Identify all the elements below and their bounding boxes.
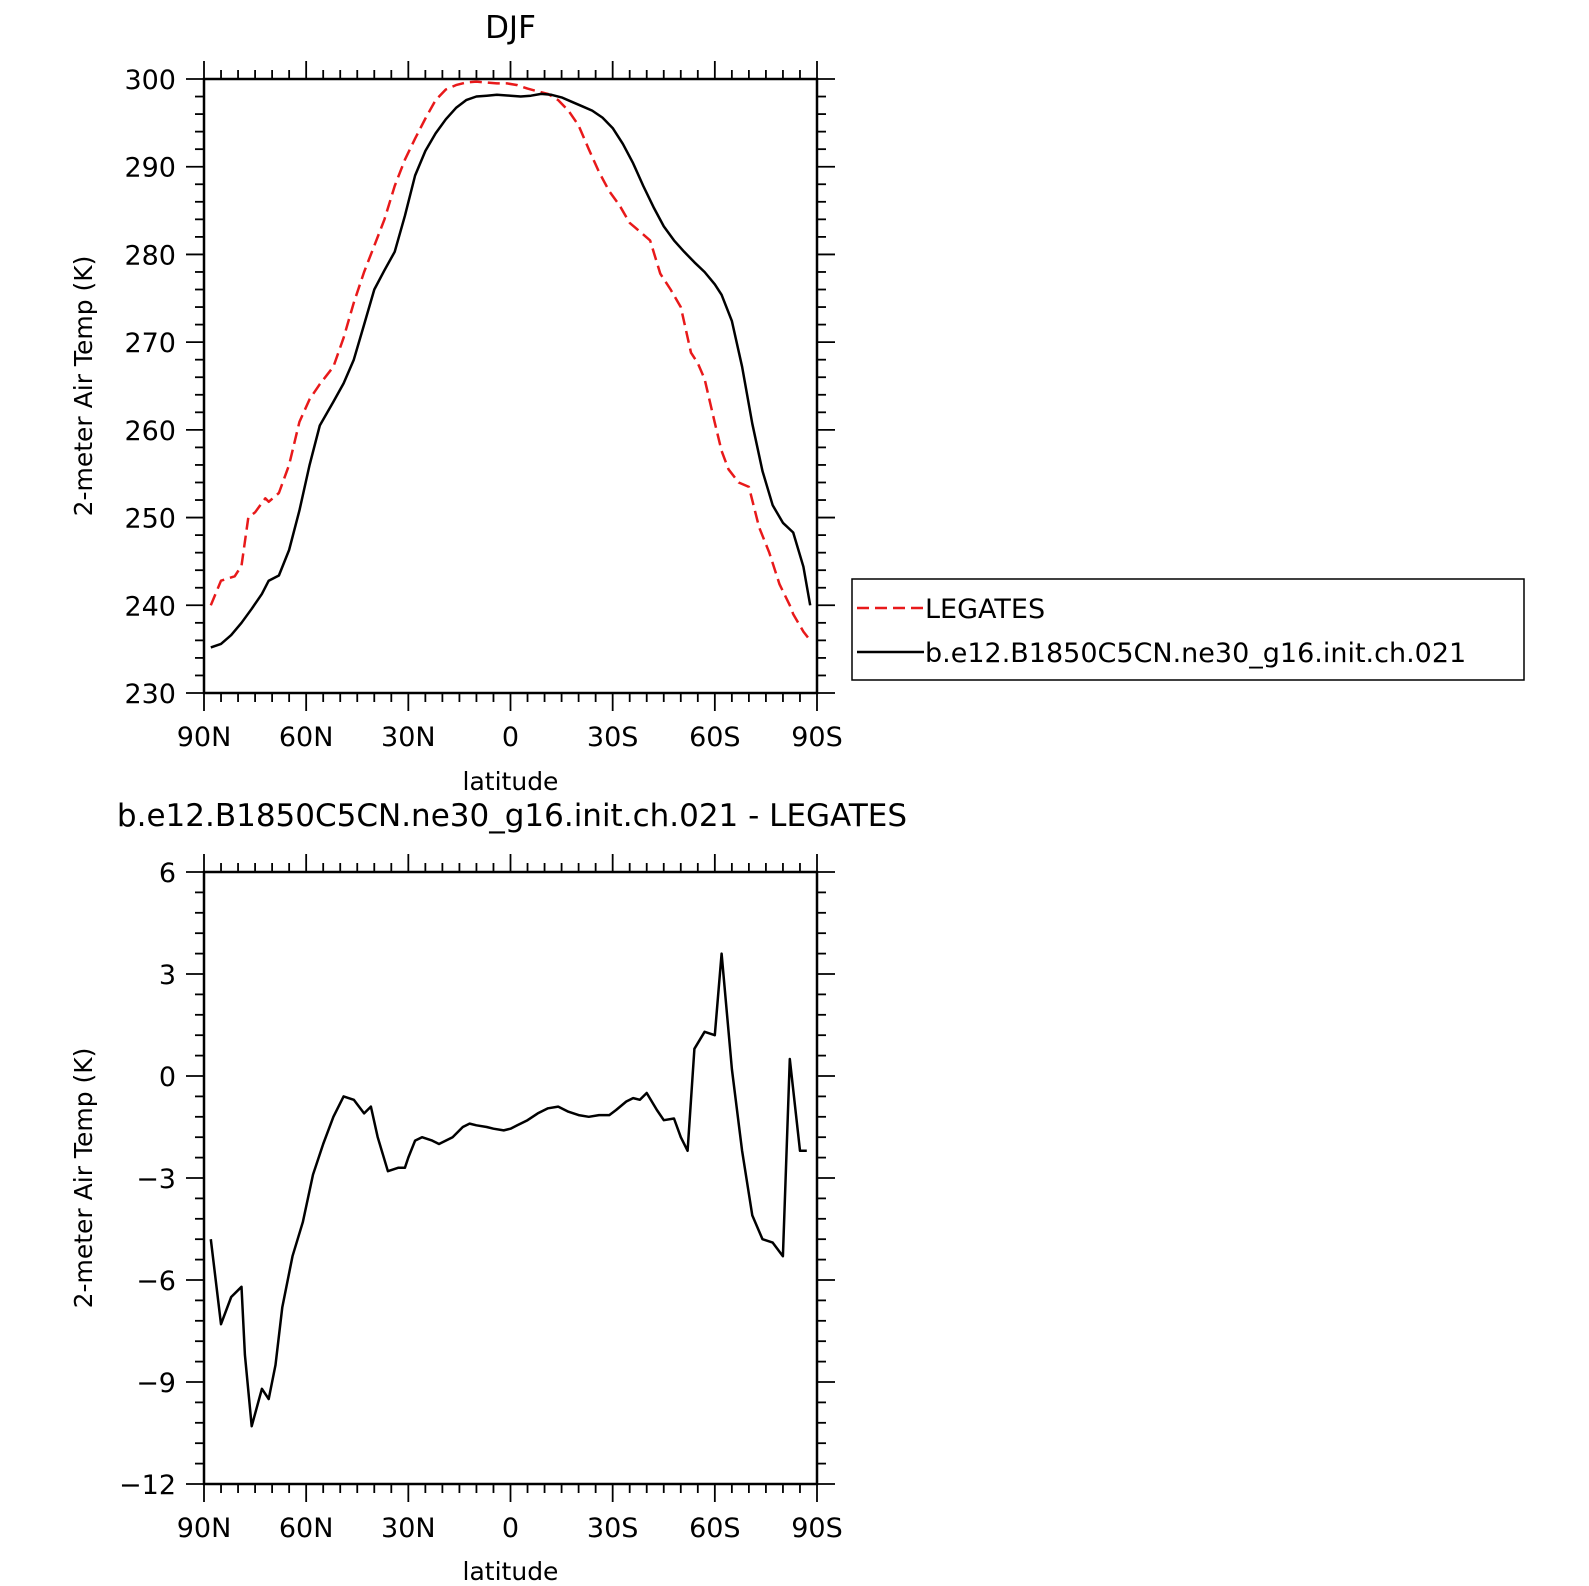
bottom-tick-labels: −12 −9 −6 −3 0 3 6 90N 60N 30N 0 30S 60S 90S	[119, 858, 843, 1544]
y-tick-label: 270	[124, 328, 176, 359]
series-line-b-e12-b1850c5cn-ne30-g16-init-ch-021	[210, 92, 812, 649]
legend: LEGATES b.e12.B1850C5CN.ne30_g16.init.ch…	[851, 578, 1525, 681]
x-tick-label: 30N	[381, 722, 436, 753]
x-tick-label: 30S	[587, 1513, 639, 1544]
series-line-difference	[209, 952, 807, 1428]
x-tick-label: 60S	[689, 1513, 741, 1544]
x-tick-label: 90S	[791, 1513, 843, 1544]
x-tick-label: 30N	[381, 1513, 436, 1544]
y-tick-label: 260	[124, 416, 176, 447]
bottom-plot-frame	[202, 870, 819, 1486]
x-tick-label: 90N	[177, 1513, 232, 1544]
y-tick-label: 0	[159, 1062, 176, 1093]
top-panel: DJF 2-meter Air Temp (K) latitude 230 240…	[69, 10, 843, 796]
y-tick-label: 250	[124, 504, 176, 535]
y-tick-label: 3	[159, 960, 176, 991]
top-series-lines	[209, 80, 812, 649]
top-chart-title: DJF	[485, 10, 536, 46]
x-tick-label: 0	[502, 1513, 519, 1544]
legend-label-legates: LEGATES	[925, 594, 1045, 625]
y-tick-label: 300	[124, 65, 176, 96]
x-tick-label: 0	[502, 722, 519, 753]
legend-label-model: b.e12.B1850C5CN.ne30_g16.init.ch.021	[925, 638, 1466, 669]
bottom-x-axis-label: latitude	[463, 1557, 559, 1586]
legend-box	[851, 578, 1525, 681]
top-plot-frame	[202, 77, 819, 695]
top-tick-labels: 230 240 250 260 270 280 290 300 90N 60N 30N 0 30S 60S…	[124, 65, 842, 753]
y-tick-label: −9	[136, 1368, 176, 1399]
series-line-legates	[209, 80, 812, 642]
y-tick-label: 240	[124, 591, 176, 622]
bottom-series-lines	[209, 952, 807, 1428]
bottom-chart-title: b.e12.B1850C5CN.ne30_g16.init.ch.021 - L…	[117, 798, 907, 834]
bottom-ticks	[186, 854, 835, 1502]
bottom-y-axis-label: 2-meter Air Temp (K)	[69, 1048, 98, 1309]
y-tick-label: −6	[136, 1266, 176, 1297]
bottom-panel: b.e12.B1850C5CN.ne30_g16.init.ch.021 - L…	[69, 798, 907, 1586]
top-y-axis-label: 2-meter Air Temp (K)	[69, 256, 98, 517]
y-tick-label: 280	[124, 240, 176, 271]
x-tick-label: 60N	[279, 1513, 334, 1544]
x-tick-label: 60S	[689, 722, 741, 753]
y-tick-label: −12	[119, 1470, 176, 1501]
x-tick-label: 60N	[279, 722, 334, 753]
y-tick-label: 6	[159, 858, 176, 889]
y-tick-label: 230	[124, 679, 176, 710]
x-tick-label: 30S	[587, 722, 639, 753]
y-tick-label: 290	[124, 153, 176, 184]
x-tick-label: 90S	[791, 722, 843, 753]
y-tick-label: −3	[136, 1164, 176, 1195]
top-x-axis-label: latitude	[463, 767, 559, 796]
top-ticks	[186, 61, 835, 711]
x-tick-label: 90N	[177, 722, 232, 753]
